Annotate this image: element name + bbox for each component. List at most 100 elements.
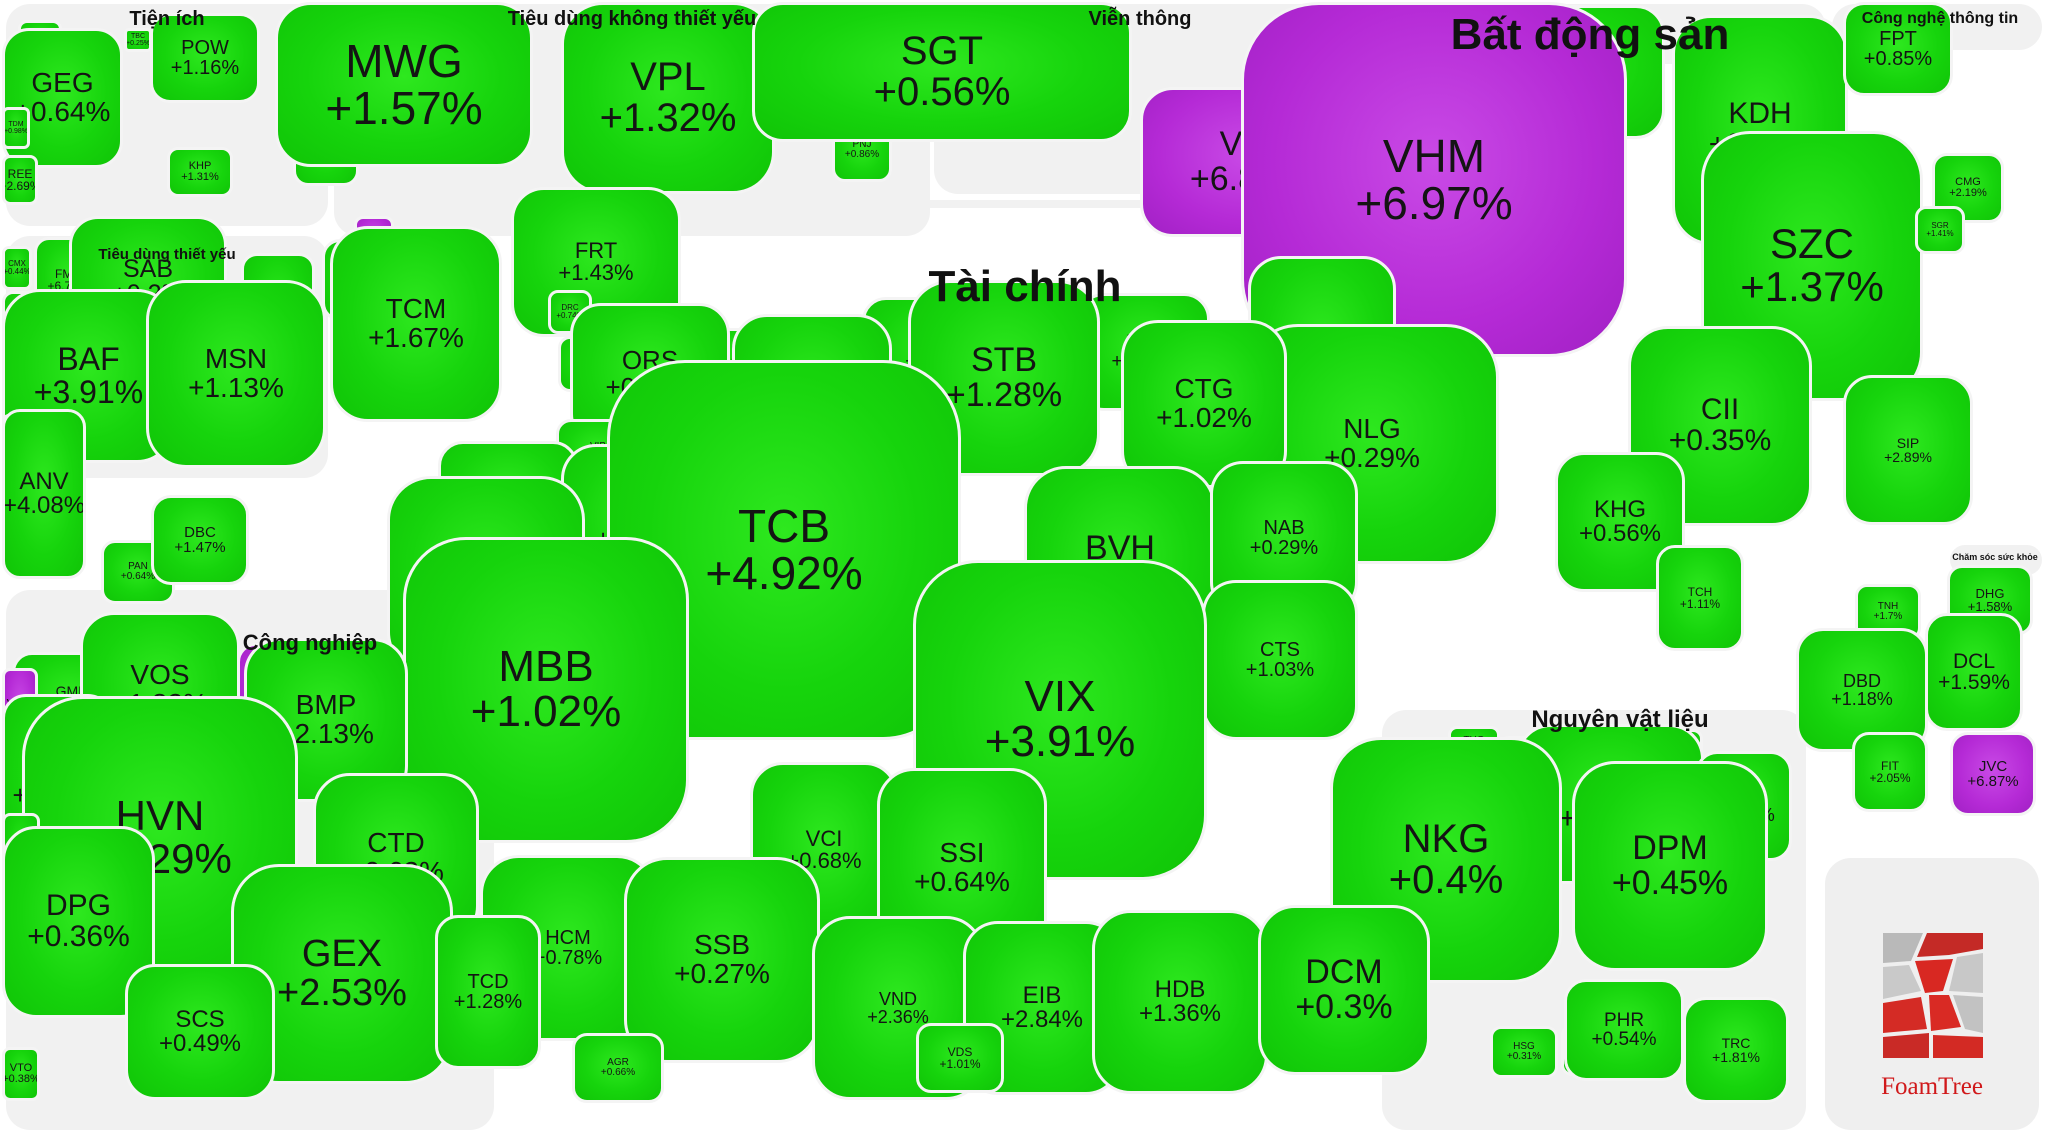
stock-symbol: VCI xyxy=(805,825,843,851)
stock-change: +0.54% xyxy=(1591,1029,1657,1050)
stock-symbol: ANV xyxy=(19,467,69,495)
stock-cell-vds[interactable]: VDS +1.01% xyxy=(916,1023,1004,1093)
stock-change: +0.38% xyxy=(2,1073,40,1085)
stock-symbol: TBC xyxy=(131,32,145,40)
stock-cell-szc[interactable]: SZC +1.37% xyxy=(1701,131,1923,401)
stock-cell-cmx[interactable]: CMX +0.44% xyxy=(2,246,32,290)
stock-symbol: KHP xyxy=(188,159,212,172)
stock-change: +3.91% xyxy=(33,374,144,410)
stock-symbol: CMG xyxy=(1955,175,1981,188)
stock-cell-ssb[interactable]: SSB +0.27% xyxy=(624,857,820,1063)
stock-cell-pow[interactable]: POW +1.16% xyxy=(150,13,260,103)
stock-cell-dbc[interactable]: DBC +1.47% xyxy=(151,495,249,585)
stock-cell-sgt[interactable]: SGT +0.56% xyxy=(752,2,1132,142)
sector-label-tieu-dung-khong-thiet-yeu: Tiêu dùng không thiết yếu xyxy=(507,8,757,30)
stock-symbol: VHM xyxy=(1382,129,1486,182)
stock-cell-khp[interactable]: KHP +1.31% xyxy=(167,147,233,197)
stock-change: +0.25% xyxy=(126,40,150,47)
stock-symbol: DPM xyxy=(1632,829,1708,868)
stock-cell-anv[interactable]: ANV +4.08% xyxy=(2,409,86,579)
stock-change: +1.47% xyxy=(174,539,226,556)
stock-symbol: SIP xyxy=(1896,434,1920,451)
stock-cell-dpm[interactable]: DPM +0.45% xyxy=(1572,761,1768,971)
stock-symbol: POW xyxy=(181,36,229,59)
stock-change: +1.02% xyxy=(470,687,622,736)
stock-symbol: CTS xyxy=(1260,638,1300,661)
stock-change: +0.56% xyxy=(873,70,1011,114)
stock-cell-hdb[interactable]: HDB +1.36% xyxy=(1092,910,1268,1094)
stock-cell-tdm[interactable]: TDM +0.98% xyxy=(2,107,30,149)
stock-cell-trc[interactable]: TRC +1.81% xyxy=(1683,997,1789,1103)
sector-label-cong-nghiep: Công nghiệp xyxy=(242,630,378,655)
stock-symbol: KHG xyxy=(1593,495,1646,523)
stock-change: +1.28% xyxy=(453,991,523,1013)
stock-symbol: TCM xyxy=(385,293,447,325)
stock-cell-jvc[interactable]: JVC +6.87% xyxy=(1950,732,2036,816)
stock-change: +0.64% xyxy=(914,866,1010,897)
stock-change: +0.49% xyxy=(158,1030,242,1057)
stock-symbol: DRC xyxy=(561,302,579,312)
stock-symbol: SGR xyxy=(1931,220,1949,230)
stock-symbol: VND xyxy=(878,988,917,1009)
stock-change: +0.36% xyxy=(27,920,130,953)
stock-change: +1.32% xyxy=(599,96,737,140)
stock-change: +1.37% xyxy=(1740,263,1884,310)
stock-change: +0.64% xyxy=(14,96,111,127)
stock-symbol: EIB xyxy=(1022,981,1062,1009)
stock-change: +1.16% xyxy=(170,57,240,79)
stock-change: +1.7% xyxy=(1873,611,1903,622)
stock-cell-tcd[interactable]: TCD +1.28% xyxy=(435,915,541,1069)
stock-change: +2.84% xyxy=(1000,1006,1084,1033)
stock-symbol: BAF xyxy=(57,341,120,378)
stock-change: +0.31% xyxy=(1506,1051,1542,1062)
stock-symbol: FIT xyxy=(1881,758,1899,773)
stock-cell-tbc[interactable]: TBC +0.25% xyxy=(124,28,152,52)
stock-cell-dcl[interactable]: DCL +1.59% xyxy=(1925,613,2023,731)
stock-cell-tch[interactable]: TCH +1.11% xyxy=(1656,545,1744,651)
stock-change: +2.19% xyxy=(1949,187,1987,199)
sector-label-cong-nghe-thong-tin: Công nghệ thông tin xyxy=(1861,10,2019,27)
stock-cell-sgr[interactable]: SGR +1.41% xyxy=(1915,206,1965,254)
stock-cell-phr[interactable]: PHR +0.54% xyxy=(1564,979,1684,1081)
stock-symbol: GEX xyxy=(301,933,383,976)
stock-cell-dcm[interactable]: DCM +0.3% xyxy=(1258,905,1430,1075)
stock-cell-tcm[interactable]: TCM +1.67% xyxy=(330,226,502,422)
stock-cell-fit[interactable]: FIT +2.05% xyxy=(1852,732,1928,812)
stock-cell-vto[interactable]: VTO +0.38% xyxy=(2,1047,40,1101)
stock-symbol: TNH xyxy=(1877,600,1899,612)
stock-cell-fpt[interactable]: FPT +0.85% xyxy=(1843,2,1953,96)
stock-cell-sip[interactable]: SIP +2.89% xyxy=(1843,375,1973,525)
stock-change: +0.78% xyxy=(533,947,603,969)
stock-cell-khg[interactable]: KHG +0.56% xyxy=(1555,452,1685,592)
stock-change: +1.28% xyxy=(945,376,1063,414)
stock-cell-vpl[interactable]: VPL +1.32% xyxy=(561,2,775,194)
stock-cell-stb[interactable]: STB +1.28% xyxy=(908,280,1100,476)
stock-cell-cts[interactable]: CTS +1.03% xyxy=(1202,580,1358,740)
stock-change: +1.41% xyxy=(1926,229,1954,238)
stock-change: +0.66% xyxy=(600,1067,636,1078)
stock-change: +0.35% xyxy=(1668,424,1772,457)
stock-symbol: DBD xyxy=(1842,670,1881,691)
stock-change: +0.4% xyxy=(1388,858,1504,902)
stock-symbol: AGR xyxy=(607,1056,629,1068)
stock-cell-msn[interactable]: MSN +1.13% xyxy=(146,280,326,468)
foamtree-logo: FoamTree xyxy=(1825,858,2039,1130)
stock-symbol: PHR xyxy=(1603,1009,1645,1031)
stock-change: +0.29% xyxy=(1249,537,1319,559)
stock-cell-agr[interactable]: AGR +0.66% xyxy=(572,1033,664,1103)
stock-cell-ree[interactable]: REE+2.69% xyxy=(2,155,38,205)
stock-symbol: SSB xyxy=(693,929,751,961)
stock-change: +1.67% xyxy=(368,322,464,353)
stock-symbol: FPT xyxy=(1879,27,1917,50)
stock-change: +0.85% xyxy=(1863,48,1933,70)
stock-change: +4.92% xyxy=(705,547,863,599)
stock-symbol: NAB xyxy=(1263,516,1305,539)
stock-symbol: TCB xyxy=(738,500,830,553)
stock-symbol: SSI xyxy=(939,837,985,869)
stock-change: +6.87% xyxy=(1967,773,2019,790)
stock-cell-scs[interactable]: SCS +0.49% xyxy=(125,964,275,1100)
stock-cell-mwg[interactable]: MWG +1.57% xyxy=(275,2,533,167)
stock-symbol: CMX xyxy=(8,258,26,268)
stock-cell-ctg[interactable]: CTG +1.02% xyxy=(1121,320,1287,488)
stock-cell-hsg[interactable]: HSG +0.31% xyxy=(1490,1026,1558,1078)
